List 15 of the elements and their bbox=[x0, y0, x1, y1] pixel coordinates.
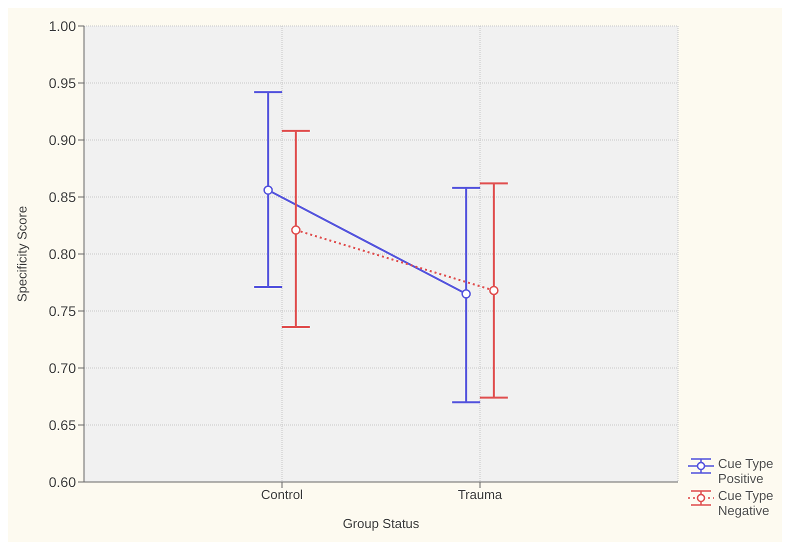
y-tick-label: 0.70 bbox=[48, 360, 76, 376]
y-tick-label: 0.95 bbox=[48, 74, 76, 91]
y-tick-label: 0.60 bbox=[48, 474, 76, 490]
y-tick-label: 0.85 bbox=[48, 188, 76, 205]
y-tick-label: 1.00 bbox=[48, 18, 76, 34]
y-tick-label: 0.90 bbox=[48, 132, 76, 148]
legend-label: Cue Type Negative bbox=[718, 488, 774, 518]
y-tick-label: 0.80 bbox=[48, 246, 76, 262]
y-tick-label: 0.65 bbox=[48, 416, 76, 433]
y-axis-title: Specificity Score bbox=[14, 206, 30, 302]
x-axis-title: Group Status bbox=[342, 516, 420, 531]
y-tick-label: 0.75 bbox=[48, 302, 76, 319]
x-tick-label: Trauma bbox=[458, 487, 503, 502]
legend-label: Cue Type Positive bbox=[718, 456, 774, 486]
x-tick-label: Control bbox=[261, 487, 304, 502]
